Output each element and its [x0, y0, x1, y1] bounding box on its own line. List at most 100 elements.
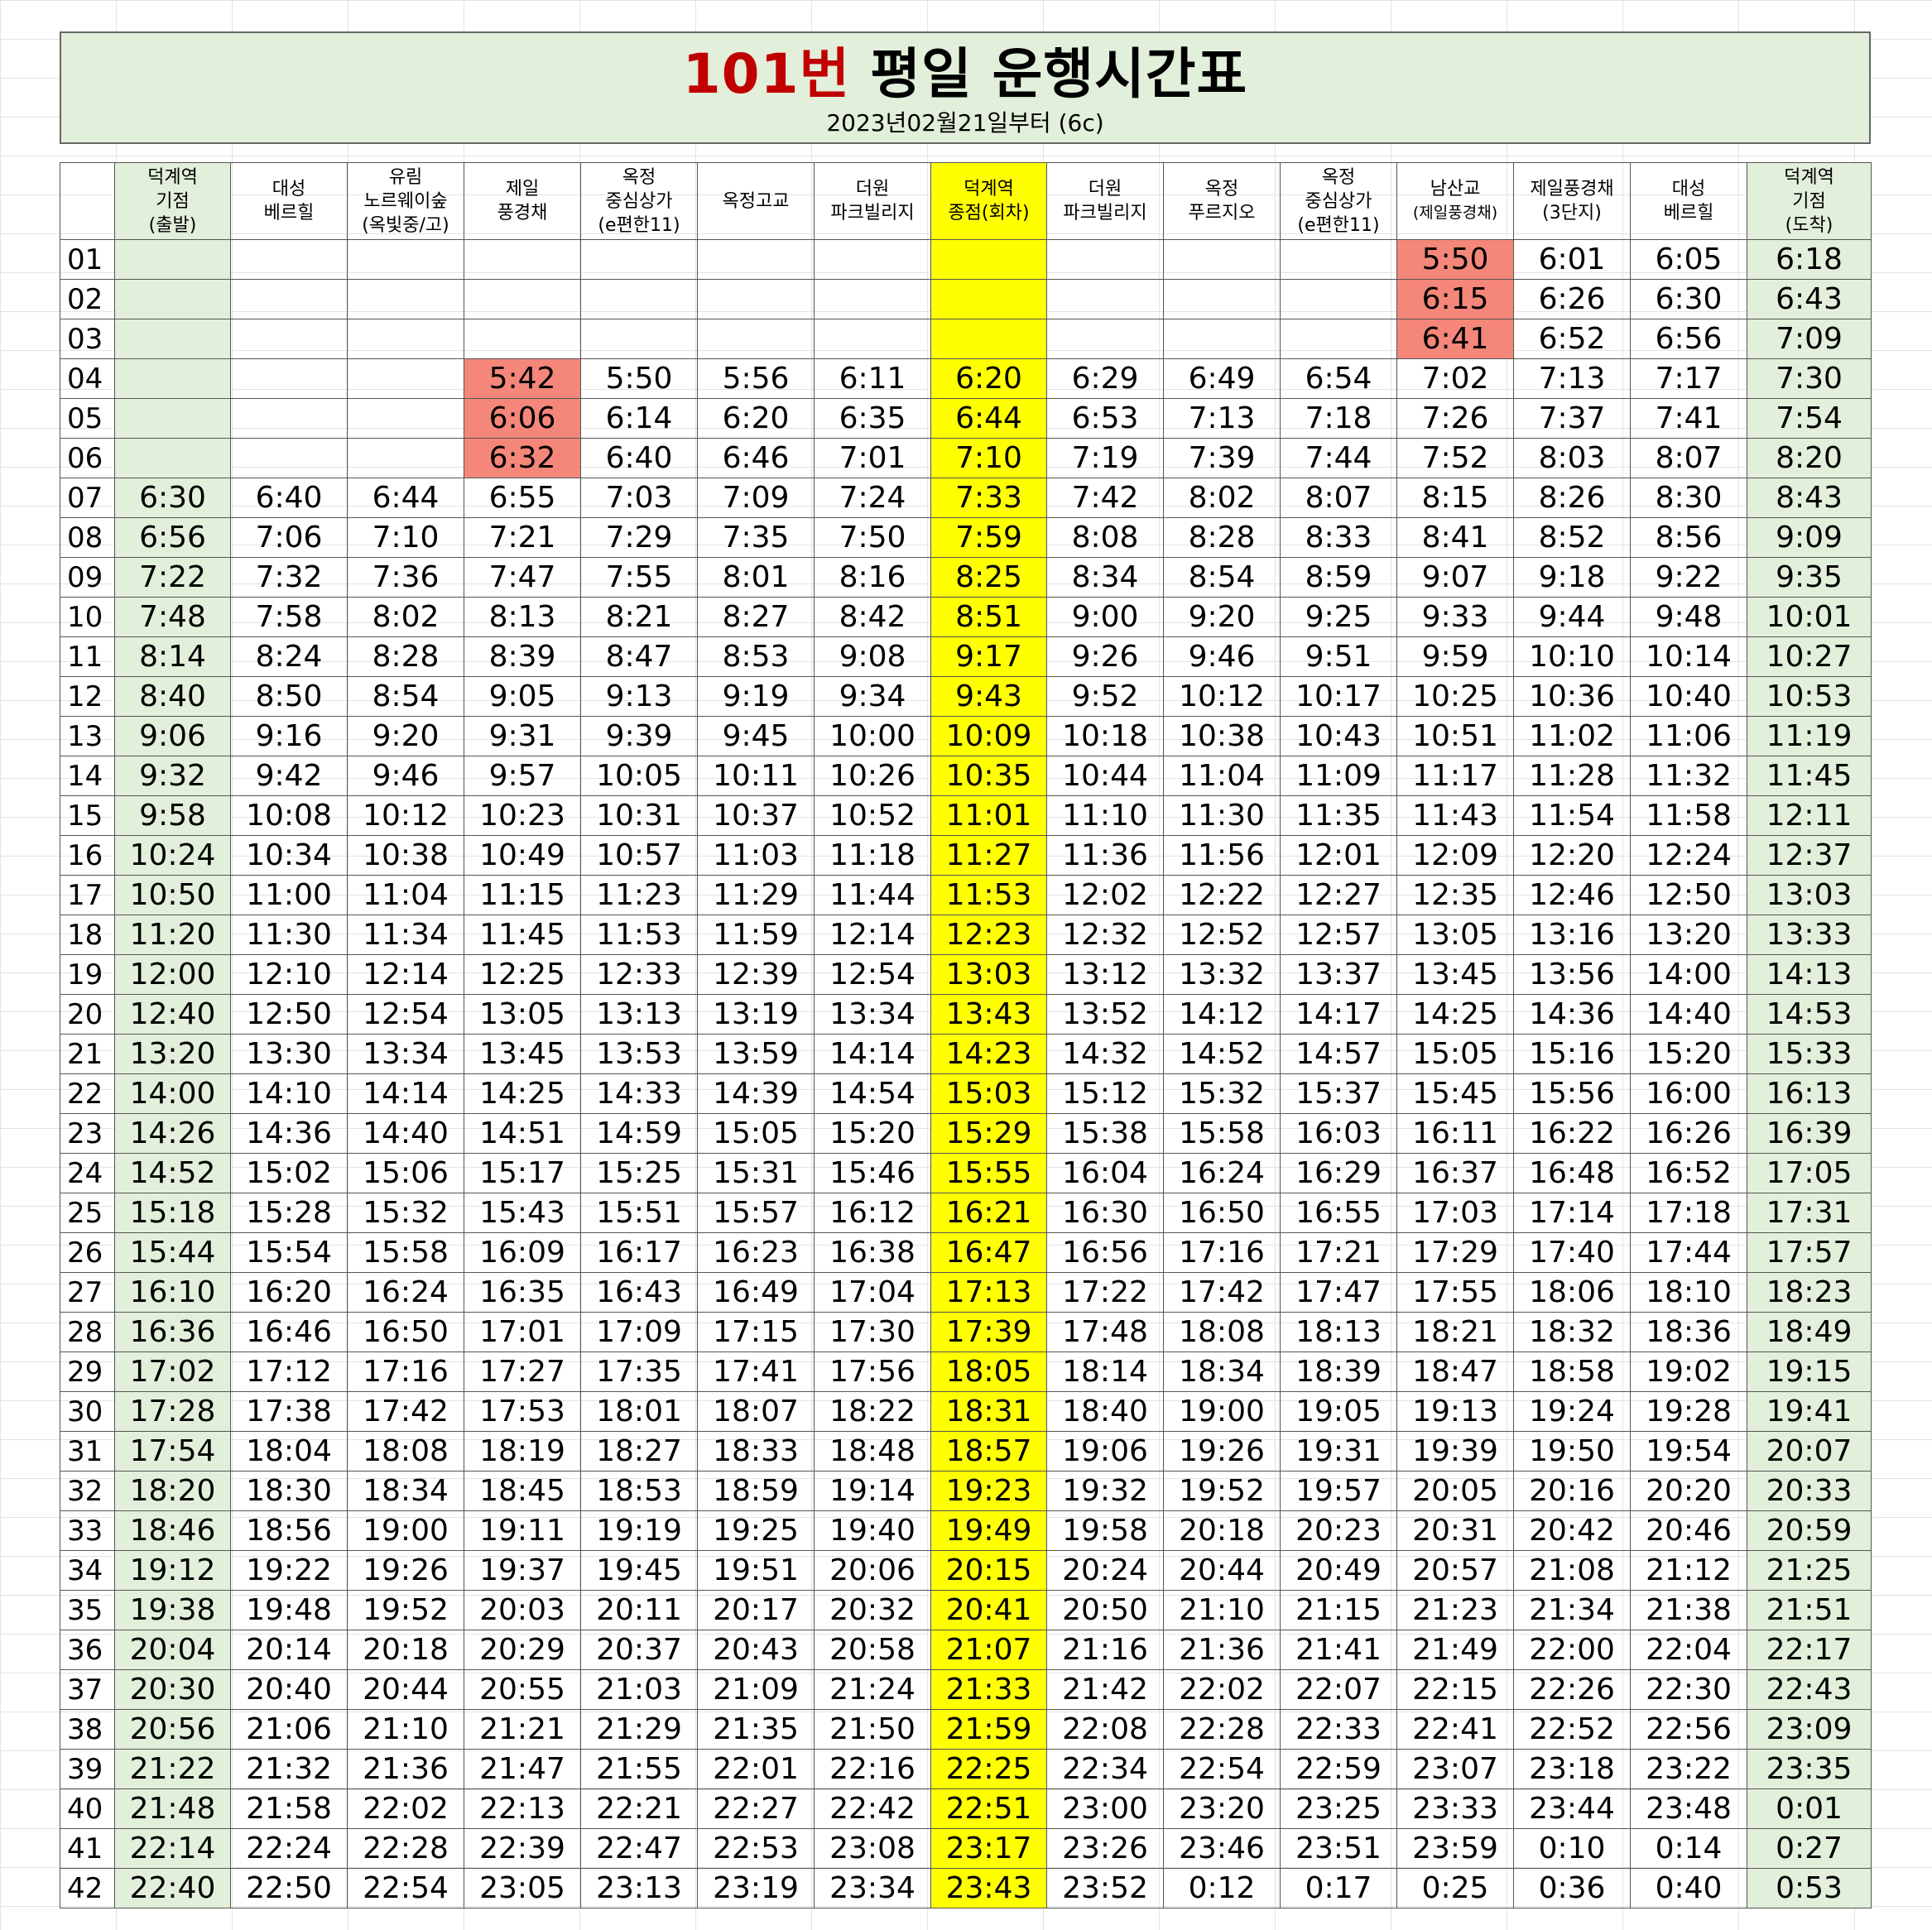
- time-cell: 8:41: [1396, 517, 1514, 558]
- time-cell: 20:17: [697, 1590, 815, 1630]
- table-row: 08 6:56 7:06 7:10 7:21 7:29 7:35 7:50 7:59 8:08 8:…: [60, 517, 1872, 558]
- table-row: 40 21:48 21:58 22:02 22:13 22:21 22:27 22:42 22:…: [60, 1788, 1872, 1829]
- time-cell: [114, 279, 231, 319]
- time-cell: 11:54: [1513, 795, 1631, 836]
- trip-number: 21: [60, 1034, 115, 1074]
- time-cell: 15:02: [230, 1153, 348, 1193]
- time-cell: 11:17: [1396, 756, 1514, 796]
- time-cell: 9:57: [464, 756, 581, 796]
- time-cell: 12:10: [230, 954, 348, 995]
- time-cell: 8:27: [697, 597, 815, 637]
- trip-number: 36: [60, 1630, 115, 1670]
- time-cell: 14:36: [230, 1113, 348, 1154]
- time-cell: 6:30: [114, 478, 231, 518]
- time-cell: 14:26: [114, 1113, 231, 1154]
- column-header-line: 푸르지오: [1188, 203, 1256, 223]
- time-cell: 19:41: [1747, 1391, 1872, 1432]
- time-cell: 8:30: [1630, 478, 1747, 518]
- time-cell: 21:35: [697, 1709, 815, 1750]
- time-cell: 16:47: [930, 1232, 1047, 1273]
- corner-cell: [60, 162, 115, 240]
- time-cell: 10:08: [230, 795, 348, 836]
- table-row: 21 13:20 13:30 13:34 13:45 13:53 13:59 14:14 14:…: [60, 1034, 1872, 1074]
- time-cell: 14:33: [580, 1073, 698, 1114]
- time-cell: 10:26: [814, 756, 931, 796]
- time-cell: 7:55: [580, 557, 698, 598]
- time-cell: 19:00: [347, 1510, 464, 1551]
- time-cell: 13:20: [114, 1034, 231, 1074]
- column-header-line: 베르힐: [263, 203, 315, 223]
- time-cell: 8:51: [930, 597, 1047, 637]
- time-cell: 21:42: [1046, 1669, 1164, 1710]
- time-cell: [697, 239, 815, 280]
- time-cell: 14:00: [114, 1073, 231, 1114]
- time-cell: 21:55: [580, 1749, 698, 1789]
- time-cell: 6:30: [1630, 279, 1747, 319]
- time-cell: 10:00: [814, 716, 931, 756]
- time-cell: 14:40: [347, 1113, 464, 1154]
- time-cell: 9:42: [230, 756, 348, 796]
- time-cell: 19:50: [1513, 1431, 1631, 1472]
- time-cell: 11:59: [697, 915, 815, 955]
- time-cell: 9:20: [347, 716, 464, 756]
- time-cell: 9:46: [1163, 636, 1281, 677]
- time-cell: 10:44: [1046, 756, 1164, 796]
- time-cell: 23:51: [1280, 1828, 1397, 1869]
- time-cell: 8:02: [1163, 478, 1281, 518]
- column-header: 더원 파크빌리지: [814, 162, 931, 240]
- time-cell: 22:02: [1163, 1669, 1281, 1710]
- time-cell: 22:28: [347, 1828, 464, 1869]
- time-cell: 6:14: [580, 398, 698, 439]
- time-cell: [347, 279, 464, 319]
- table-row: 15 9:58 10:08 10:12 10:23 10:31 10:37 10:52 11:0…: [60, 795, 1872, 836]
- column-header-line: 파크빌리지: [830, 203, 915, 223]
- time-cell: 20:31: [1396, 1510, 1514, 1551]
- time-cell: 9:43: [930, 676, 1047, 717]
- time-cell: 22:52: [1513, 1709, 1631, 1750]
- trip-number: 23: [60, 1113, 115, 1154]
- time-cell: 8:26: [1513, 478, 1631, 518]
- time-cell: 22:50: [230, 1868, 348, 1908]
- time-cell: 16:36: [114, 1312, 231, 1352]
- time-cell: 17:48: [1046, 1312, 1164, 1352]
- time-cell: 9:34: [814, 676, 931, 717]
- column-header-line: 더원: [1088, 179, 1122, 199]
- time-cell: 19:24: [1513, 1391, 1631, 1432]
- time-cell: 20:15: [930, 1550, 1047, 1591]
- time-cell: [114, 239, 231, 280]
- column-header-line: 노르웨이숲: [363, 190, 448, 212]
- time-cell: 20:56: [114, 1709, 231, 1750]
- time-cell: 8:03: [1513, 438, 1631, 478]
- time-cell: 19:06: [1046, 1431, 1164, 1472]
- table-row: 05 6:06 6:14 6:20 6:35 6:44 6:53 7:13 7:18 7:26 7:…: [60, 398, 1872, 439]
- column-header-line: (e편한11): [1297, 214, 1380, 236]
- time-cell: 16:46: [230, 1312, 348, 1352]
- time-cell: 15:56: [1513, 1073, 1631, 1114]
- column-header-line: 남산교: [1430, 179, 1481, 199]
- column-header-line: 파크빌리지: [1063, 203, 1147, 223]
- title-box: 101번 평일 운행시간표 2023년02월21일부터 (6c): [60, 31, 1871, 144]
- time-cell: 14:52: [1163, 1034, 1281, 1074]
- time-cell: 22:41: [1396, 1709, 1514, 1750]
- time-cell: 23:18: [1513, 1749, 1631, 1789]
- time-cell: 16:35: [464, 1272, 581, 1313]
- time-cell: 8:52: [1513, 517, 1631, 558]
- time-cell: 7:41: [1630, 398, 1747, 439]
- time-cell: 16:24: [1163, 1153, 1281, 1193]
- time-cell: 21:36: [1163, 1630, 1281, 1670]
- time-cell: 19:45: [580, 1550, 698, 1591]
- time-cell: 21:49: [1396, 1630, 1514, 1670]
- table-row: 27 16:10 16:20 16:24 16:35 16:43 16:49 17:04 17:…: [60, 1272, 1872, 1313]
- time-cell: 15:29: [930, 1113, 1047, 1154]
- time-cell: 22:08: [1046, 1709, 1164, 1750]
- time-cell: [1046, 279, 1164, 319]
- time-cell: 22:13: [464, 1788, 581, 1829]
- time-cell: 14:00: [1630, 954, 1747, 995]
- time-cell: 10:52: [814, 795, 931, 836]
- time-cell: 21:10: [347, 1709, 464, 1750]
- time-cell: 12:11: [1747, 795, 1872, 836]
- table-row: 10 7:48 7:58 8:02 8:13 8:21 8:27 8:42 8:51 9:00 9:…: [60, 597, 1872, 637]
- table-row: 34 19:12 19:22 19:26 19:37 19:45 19:51 20:06 20:…: [60, 1550, 1872, 1591]
- time-cell: 7:03: [580, 478, 698, 518]
- table-row: 03 6:41 6:52 6:56 7:09: [60, 319, 1872, 359]
